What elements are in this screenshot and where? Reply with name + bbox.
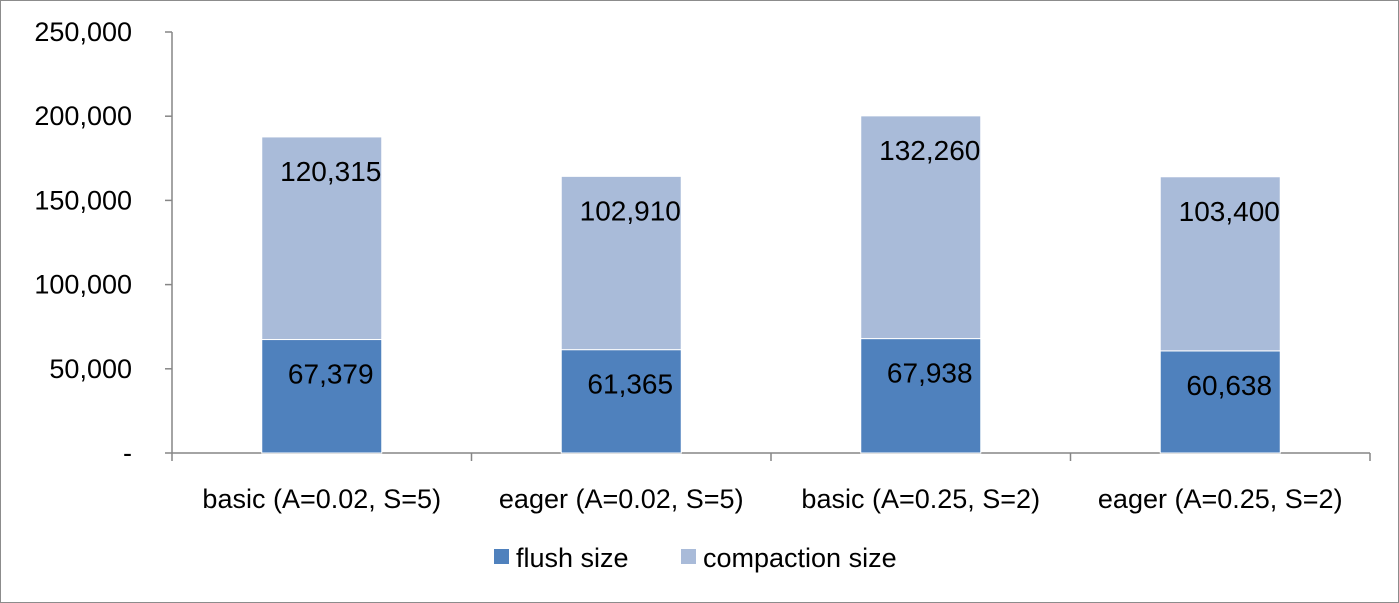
y-tick-label: 150,000	[34, 185, 132, 215]
x-category-label: basic (A=0.25, S=2)	[801, 484, 1040, 514]
y-tick-label: 200,000	[34, 101, 132, 131]
y-tick-label: 250,000	[34, 17, 132, 47]
legend-label: compaction size	[703, 543, 897, 573]
x-category-label: eager (A=0.25, S=2)	[1098, 484, 1343, 514]
data-label: 103,400	[1179, 196, 1280, 227]
data-label: 102,910	[580, 195, 681, 226]
bar-flush-size	[560, 349, 682, 454]
legend-label: flush size	[516, 543, 629, 573]
bar-compaction-size	[1159, 176, 1281, 352]
bar-compaction-size	[860, 115, 982, 340]
bar-compaction-size	[560, 175, 682, 351]
data-label: 120,315	[280, 156, 381, 187]
data-label: 61,365	[587, 369, 673, 400]
legend-swatch	[681, 549, 696, 564]
data-label: 67,938	[887, 358, 973, 389]
legend-swatch	[494, 549, 509, 564]
bar-flush-size	[860, 338, 982, 454]
y-tick-label: -	[123, 438, 132, 468]
data-label: 60,638	[1186, 370, 1272, 401]
data-label: 132,260	[879, 135, 980, 166]
bar-compaction-size	[261, 136, 383, 341]
bar-flush-size	[261, 339, 383, 454]
x-category-label: eager (A=0.02, S=5)	[499, 484, 744, 514]
y-tick-label: 50,000	[49, 354, 132, 384]
y-tick-label: 100,000	[34, 270, 132, 300]
data-label: 67,379	[288, 359, 374, 390]
x-category-label: basic (A=0.02, S=5)	[202, 484, 441, 514]
bar-flush-size	[1159, 350, 1281, 454]
